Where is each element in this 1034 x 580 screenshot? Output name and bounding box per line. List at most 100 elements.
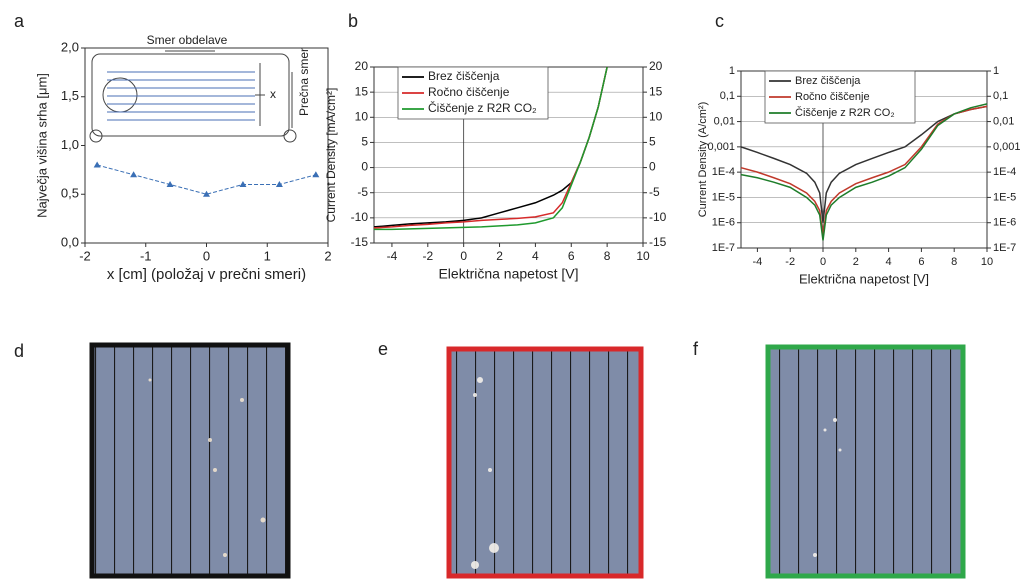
x-tick-label: -2 <box>422 249 433 263</box>
marker <box>130 171 138 178</box>
annotation: x <box>270 87 276 101</box>
y2-tick-label: 15 <box>649 84 663 98</box>
x-tick-label: -2 <box>79 248 91 263</box>
y-tick-label: 1 <box>729 65 735 77</box>
y2-tick-label: 1 <box>993 65 999 77</box>
y2-tick-label: 1E-6 <box>993 217 1016 229</box>
x-tick-label: 2 <box>853 256 859 268</box>
x-tick-label: 6 <box>918 256 924 268</box>
legend-label: Čiščenje z R2R CO₂ <box>795 106 895 119</box>
y-tick-label: 1,5 <box>61 88 79 103</box>
legend-label: Ročno čiščenje <box>795 91 870 103</box>
image-spots <box>148 378 266 557</box>
y-tick-label: -15 <box>351 235 369 249</box>
image <box>765 344 966 579</box>
y2-tick-label: 1E-7 <box>993 242 1016 254</box>
y2-tick-label: 0 <box>649 160 656 174</box>
annotation: Smer obdelave <box>147 33 228 47</box>
schematic <box>89 50 297 143</box>
x-tick-label: 6 <box>568 249 575 263</box>
y-tick-label: 0,5 <box>61 186 79 201</box>
panel-label: f <box>693 339 699 359</box>
x-tick-label: 10 <box>981 256 993 268</box>
plot-frame <box>84 47 329 244</box>
marker <box>312 171 320 178</box>
x-tick-label: 4 <box>886 256 892 268</box>
x-tick-label: 2 <box>324 248 331 263</box>
marker <box>93 161 101 168</box>
x-tick-label: -4 <box>387 249 398 263</box>
y2-tick-label: -15 <box>649 235 667 249</box>
panel-label: c <box>715 11 724 31</box>
y-tick-label: 1E-7 <box>712 242 735 254</box>
x-tick-label: 10 <box>636 249 650 263</box>
image-spots <box>471 377 499 569</box>
image-spots <box>813 418 842 557</box>
y2-tick-label: -5 <box>649 185 660 199</box>
x-tick-label: -1 <box>140 248 152 263</box>
y2-tick-label: 0,1 <box>993 90 1008 102</box>
x-tick-label: 1 <box>264 248 271 263</box>
y-tick-label: 1E-6 <box>712 217 735 229</box>
y2-tick-label: 20 <box>649 59 663 73</box>
x-tick-label: 4 <box>532 249 539 263</box>
y-axis-label: Current Density (A/cm²) <box>697 102 709 218</box>
series-line <box>740 105 988 237</box>
y2-tick-label: 0,01 <box>993 115 1014 127</box>
y-tick-label: -10 <box>351 210 369 224</box>
y2-tick-label: 0,001 <box>993 141 1021 153</box>
legend-label: Ročno čiščenje <box>428 85 510 99</box>
marker <box>239 181 247 187</box>
panel-label: e <box>378 339 388 359</box>
y-tick-label: 10 <box>355 109 369 123</box>
marker <box>166 181 174 187</box>
y-tick-label: 1E-4 <box>712 166 735 178</box>
y2-tick-label: 5 <box>649 135 656 149</box>
y-axis-label: Največja višina srha [μm] <box>34 73 49 218</box>
series-line <box>740 105 988 223</box>
y-tick-label: 20 <box>355 59 369 73</box>
y-tick-label: 0,0 <box>61 234 79 249</box>
series-line <box>374 66 608 231</box>
x-tick-label: 8 <box>604 249 611 263</box>
x-tick-label: -2 <box>785 256 795 268</box>
x-axis-label: Električna napetost [V] <box>799 271 929 286</box>
y-tick-label: 0,1 <box>720 90 735 102</box>
y-axis-label: Current Density [mA/cm²] <box>324 88 338 223</box>
panel-label: d <box>14 341 24 361</box>
legend-label: Čiščenje z R2R CO₂ <box>428 100 537 115</box>
x-tick-label: 0 <box>460 249 467 263</box>
legend-label: Brez čiščenja <box>428 69 500 83</box>
panel-label: a <box>14 11 25 31</box>
y2-tick-label: 10 <box>649 109 663 123</box>
series-line <box>97 164 316 195</box>
legend-label: Brez čiščenja <box>795 75 861 87</box>
x-tick-label: 0 <box>203 248 210 263</box>
y-tick-label: 15 <box>355 84 369 98</box>
y-tick-label: 1E-5 <box>712 191 735 203</box>
image <box>89 342 291 579</box>
x-tick-label: -4 <box>753 256 763 268</box>
marker <box>275 181 283 187</box>
image <box>446 346 644 579</box>
x-tick-label: 8 <box>951 256 957 268</box>
y-tick-label: 2,0 <box>61 39 79 54</box>
y2-tick-label: 1E-4 <box>993 166 1016 178</box>
x-axis-label: Električna napetost [V] <box>438 266 578 282</box>
y-tick-label: 5 <box>361 135 368 149</box>
x-axis-label: x [cm] (položaj v prečni smeri) <box>107 266 306 283</box>
y-tick-label: -5 <box>357 185 368 199</box>
y-tick-label: 0 <box>361 160 368 174</box>
x-tick-label: 0 <box>820 256 826 268</box>
y2-tick-label: 1E-5 <box>993 191 1016 203</box>
series-line <box>740 103 988 241</box>
y-tick-label: 0,001 <box>707 141 735 153</box>
y-tick-label: 0,01 <box>714 115 735 127</box>
panel-label: b <box>348 11 358 31</box>
marker <box>203 190 210 197</box>
y2-tick-label: -10 <box>649 210 667 224</box>
y-tick-label: 1,0 <box>61 137 79 152</box>
x-tick-label: 2 <box>496 249 503 263</box>
annotation: Prečna smer <box>297 48 311 116</box>
